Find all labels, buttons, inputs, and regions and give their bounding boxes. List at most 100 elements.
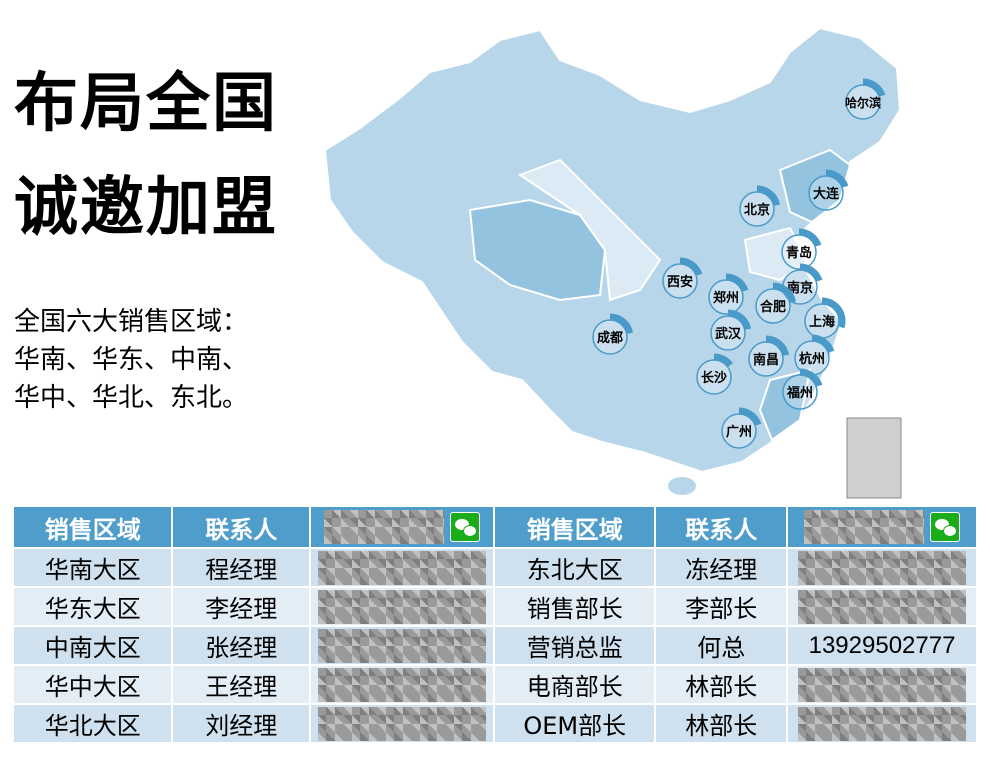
phone-cell — [786, 703, 978, 744]
city-label: 合肥 — [760, 299, 786, 315]
city-label: 广州 — [726, 424, 752, 440]
marker-arc — [727, 309, 752, 331]
region-cell: 销售部长 — [492, 586, 657, 627]
description-line: 全国六大销售区域： — [14, 307, 249, 337]
city-marker[interactable]: 北京 — [739, 185, 781, 227]
table-row: 中南大区 张经理 营销总监 何总 13929502777 — [11, 625, 978, 666]
phone-cell — [786, 547, 978, 588]
city-label: 南昌 — [753, 352, 779, 368]
marker-arc — [738, 407, 762, 427]
marker-arc — [798, 228, 822, 248]
table-row: 华东大区 李经理 销售部长 李部长 — [11, 586, 978, 627]
contact-cell: 林部长 — [654, 703, 789, 744]
city-marker[interactable]: 武汉 — [710, 309, 752, 351]
phone-cell-redacted — [308, 547, 495, 588]
phone-cell-redacted — [308, 703, 495, 744]
phone-cell-redacted — [308, 664, 495, 705]
contact-table: 销售区域 联系人 销售区域 联系人 华南大区 程经理 东北大区 冻经理 华东大区… — [11, 505, 978, 744]
city-label: 郑州 — [713, 290, 739, 306]
region-cell: 华中大区 — [11, 664, 174, 705]
header-contact: 联系人 — [171, 505, 311, 549]
header-region: 销售区域 — [492, 505, 657, 549]
city-label: 大连 — [813, 186, 840, 202]
phone-cell-redacted — [308, 586, 495, 627]
marker-arc — [609, 313, 634, 335]
city-label: 成都 — [597, 330, 623, 346]
contact-cell: 王经理 — [171, 664, 311, 705]
city-marker[interactable]: 青岛 — [781, 228, 822, 270]
phone-cell — [786, 586, 978, 627]
wechat-icon — [930, 512, 961, 542]
contact-cell: 刘经理 — [171, 703, 311, 744]
city-marker[interactable]: 上海 — [804, 297, 846, 339]
region-northeast — [778, 148, 852, 224]
city-label: 北京 — [744, 202, 770, 218]
contact-cell: 冻经理 — [654, 547, 789, 588]
city-label: 南京 — [787, 280, 813, 296]
phone-cell — [786, 664, 978, 705]
city-label: 长沙 — [701, 370, 727, 386]
marker-arc — [713, 353, 734, 368]
phone-number: 13929502777 — [808, 631, 956, 659]
region-gansu — [517, 158, 662, 302]
hainan-island — [668, 477, 696, 495]
city-marker[interactable]: 成都 — [592, 313, 634, 355]
city-marker[interactable]: 合肥 — [755, 282, 797, 324]
contact-cell: 林部长 — [654, 664, 789, 705]
city-marker[interactable]: 福州 — [782, 368, 823, 410]
marker-arc — [799, 368, 823, 388]
wechat-icon — [449, 512, 480, 542]
marker-arc — [862, 78, 886, 98]
city-marker[interactable]: 郑州 — [708, 273, 749, 315]
region-cell: 电商部长 — [492, 664, 657, 705]
marker-arc — [679, 257, 703, 277]
marker-arc — [772, 282, 797, 304]
headline-line2: 诚邀加盟 — [14, 171, 278, 245]
region-cell: OEM部长 — [492, 703, 657, 744]
city-marker[interactable]: 长沙 — [696, 353, 734, 395]
table-row: 华南大区 程经理 东北大区 冻经理 — [11, 547, 978, 588]
marker-arc — [821, 297, 846, 329]
header-phone — [786, 505, 978, 549]
header-phone — [308, 505, 495, 549]
region-cell: 华南大区 — [11, 547, 174, 588]
sales-regions-description: 全国六大销售区域： 华南、华东、中南、 华中、华北、东北。 — [14, 303, 248, 417]
city-label: 杭州 — [799, 351, 825, 367]
marker-arc — [811, 334, 835, 354]
table-row: 华中大区 王经理 电商部长 林部长 — [11, 664, 978, 705]
description-line: 华中、华北、东北。 — [14, 383, 249, 413]
city-label: 青岛 — [786, 245, 812, 261]
region-cell: 华北大区 — [11, 703, 174, 744]
city-label: 哈尔滨 — [845, 95, 881, 110]
city-marker[interactable]: 广州 — [721, 407, 762, 449]
marker-arc — [765, 335, 790, 357]
region-cell: 华东大区 — [11, 586, 174, 627]
city-label: 福州 — [786, 385, 813, 401]
city-marker[interactable]: 南昌 — [748, 335, 790, 377]
region-qinghai — [468, 198, 607, 302]
region-cell: 东北大区 — [492, 547, 657, 588]
city-label: 武汉 — [715, 326, 742, 342]
marker-arc — [725, 273, 749, 293]
contact-cell: 李经理 — [171, 586, 311, 627]
header-region: 销售区域 — [11, 505, 174, 549]
region-cell: 营销总监 — [492, 625, 657, 666]
marker-arc — [799, 263, 823, 283]
city-marker[interactable]: 哈尔滨 — [845, 78, 886, 120]
marker-arc — [825, 169, 849, 189]
phone-cell-redacted — [308, 625, 495, 666]
south-china-sea-inset — [846, 417, 902, 499]
city-marker[interactable]: 大连 — [808, 169, 849, 211]
header-contact: 联系人 — [654, 505, 789, 549]
phone-cell: 13929502777 — [786, 625, 978, 666]
contact-cell: 李部长 — [654, 586, 789, 627]
contact-cell: 程经理 — [171, 547, 311, 588]
city-label: 上海 — [809, 314, 835, 330]
headline-line1: 布局全国 — [14, 67, 278, 141]
city-label: 西安 — [667, 274, 693, 290]
city-marker[interactable]: 西安 — [662, 257, 703, 299]
city-marker[interactable]: 杭州 — [794, 334, 835, 376]
region-cell: 中南大区 — [11, 625, 174, 666]
contact-cell: 张经理 — [171, 625, 311, 666]
